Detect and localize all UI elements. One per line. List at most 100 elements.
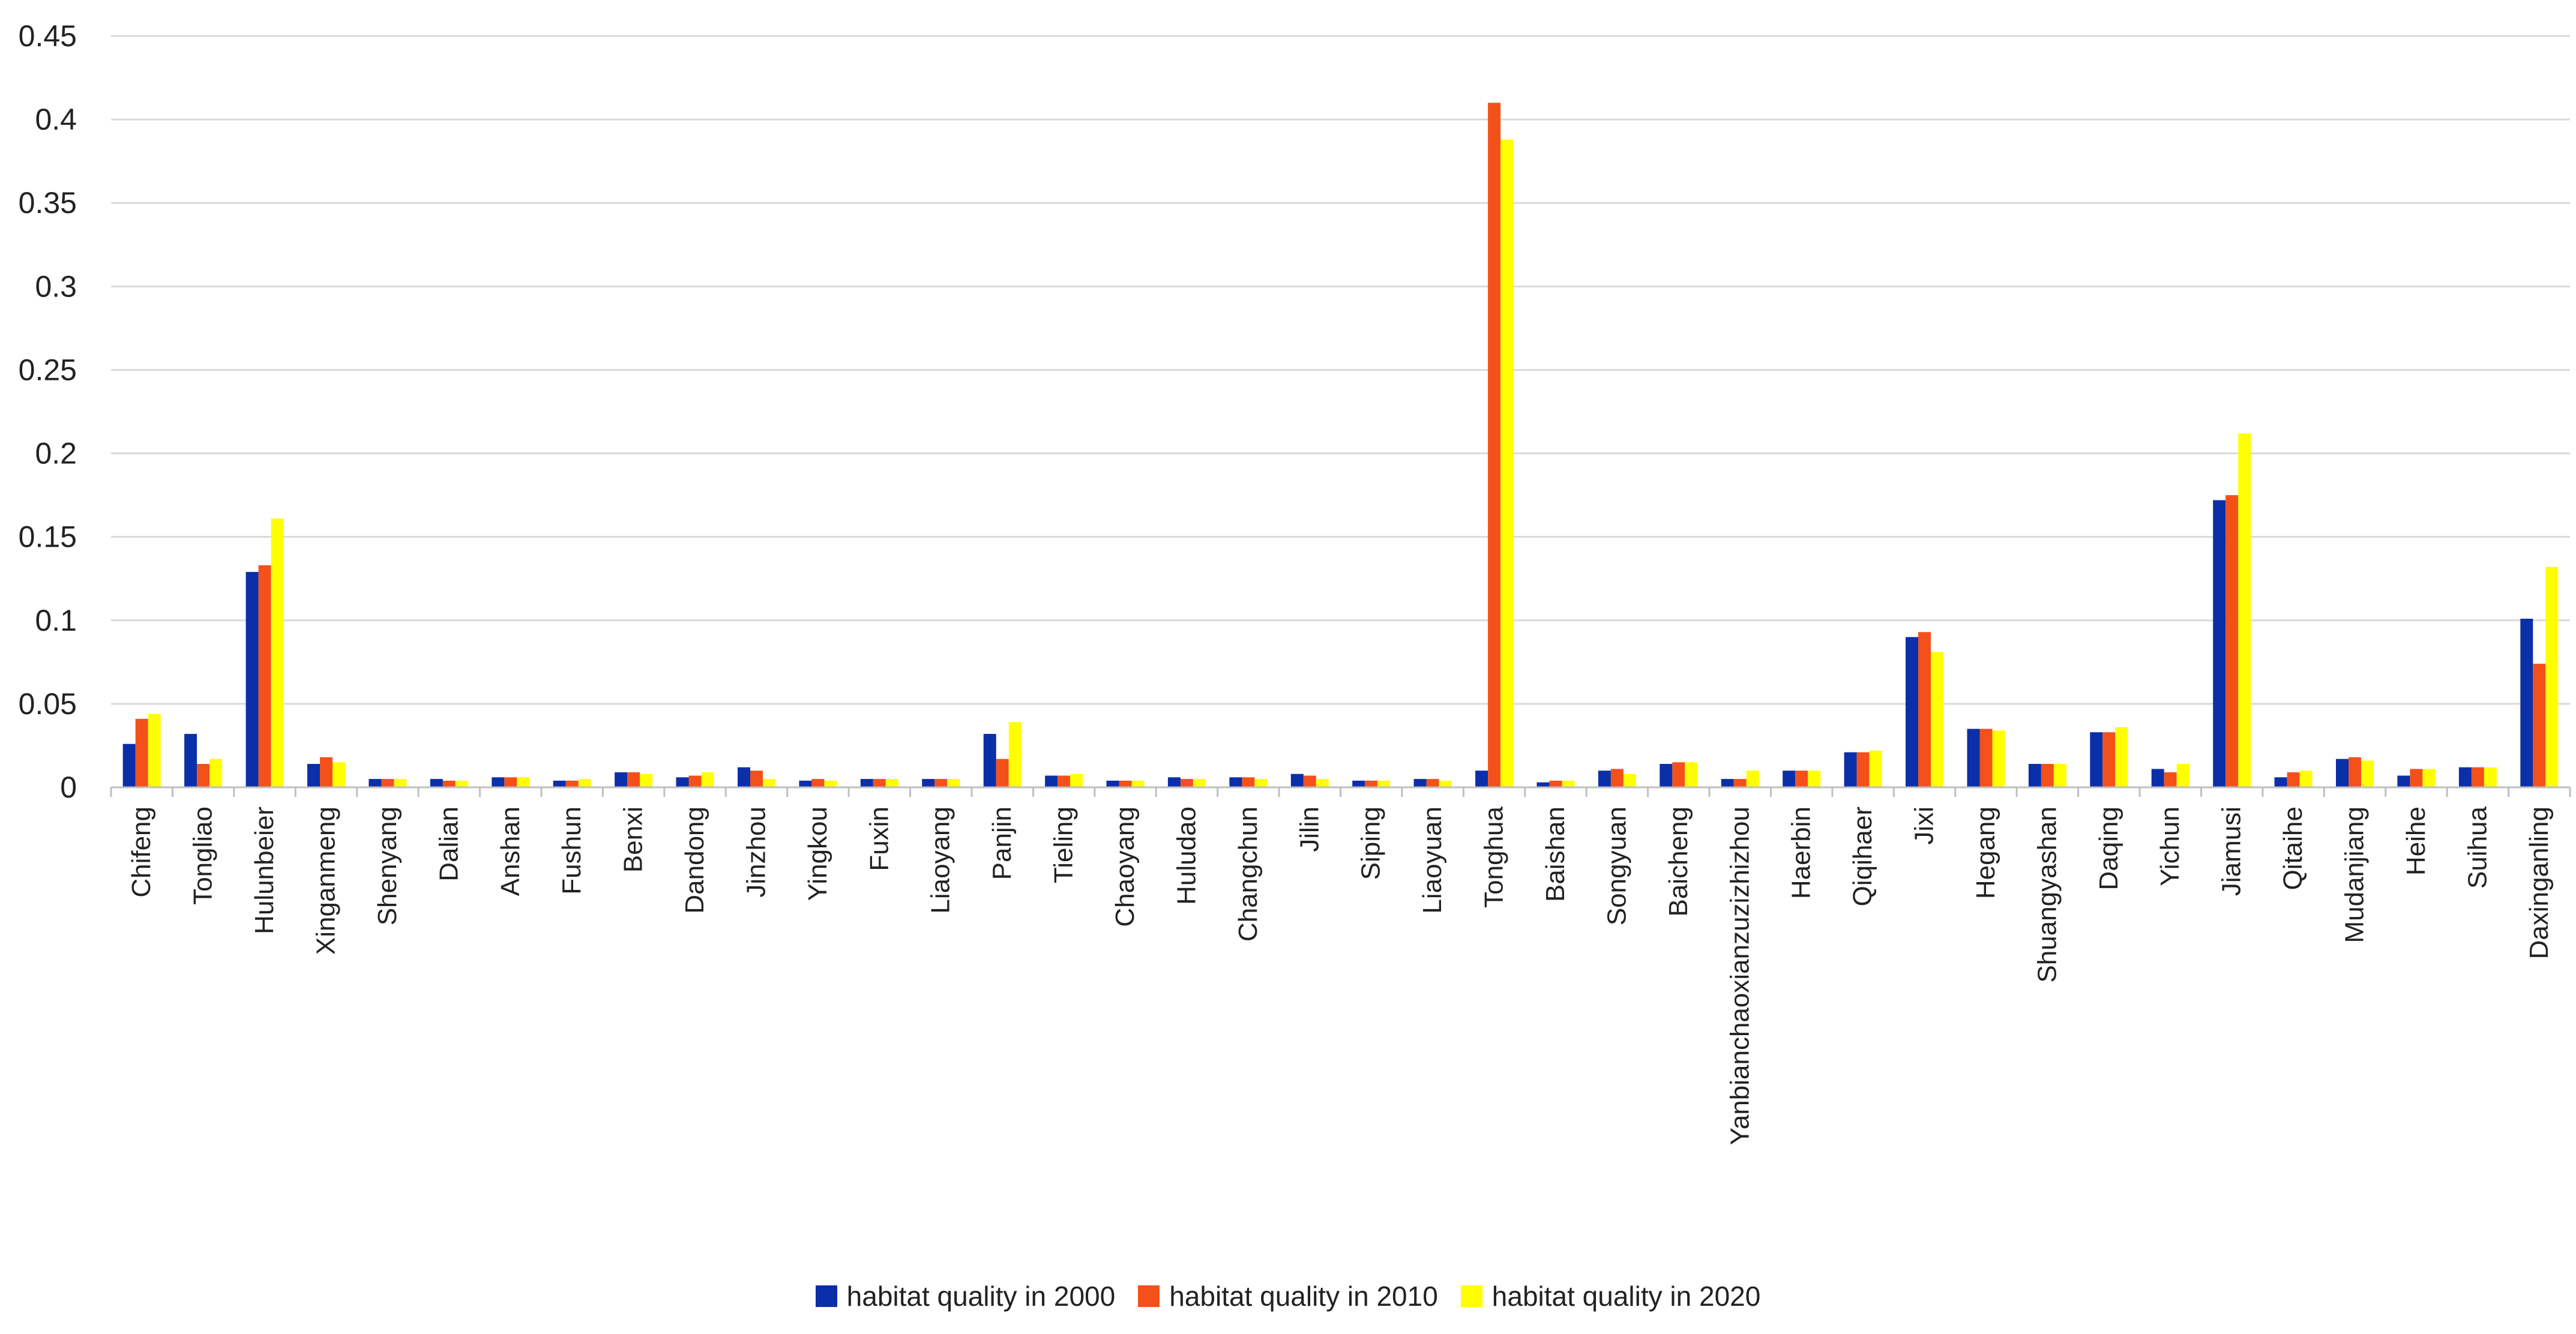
bar-mudanjiang-2000 <box>2336 759 2349 787</box>
bar-mudanjiang-2010 <box>2349 757 2361 787</box>
bar-anshan-2000 <box>492 777 505 787</box>
bar-daqing-2010 <box>2102 732 2116 787</box>
bar-chifeng-2020 <box>148 714 161 787</box>
bar-benxi-2010 <box>627 772 640 787</box>
x-tick-label: Fushun <box>557 807 586 895</box>
bar-tonghua-2000 <box>1475 771 1488 787</box>
bar-daxinganling-2010 <box>2533 664 2546 787</box>
x-tick-label: Hulunbeier <box>250 807 279 934</box>
x-tick-label: Tonghua <box>1479 806 1509 907</box>
x-tick-label: Heihe <box>2401 807 2431 876</box>
bar-huludao-2010 <box>1180 779 1193 787</box>
bar-dandong-2020 <box>701 772 714 787</box>
x-tick-label: Baishan <box>1541 807 1570 902</box>
y-tick-label: 0.15 <box>19 520 77 554</box>
bar-yichun-2000 <box>2151 769 2164 787</box>
bar-chifeng-2000 <box>122 744 136 787</box>
x-tick-label: Panjin <box>987 807 1017 880</box>
bar-shuangyashan-2020 <box>2053 764 2066 787</box>
bar-siping-2000 <box>1352 780 1365 787</box>
bar-tieling-2020 <box>1070 774 1083 787</box>
x-tick-label: Shenyang <box>373 807 402 925</box>
x-tick-label: Qitaihe <box>2278 807 2308 890</box>
bar-jixi-2020 <box>1931 652 1943 787</box>
x-tick-label: Qiqihaer <box>1848 807 1877 906</box>
bar-qiqihaer-2010 <box>1856 752 1870 787</box>
bar-siping-2010 <box>1365 780 1378 787</box>
x-tick-label: Jilin <box>1295 807 1324 852</box>
bar-chaoyang-2000 <box>1106 780 1119 787</box>
bar-qitaihe-2010 <box>2287 772 2300 787</box>
bar-dalian-2010 <box>442 780 456 787</box>
bar-jilin-2010 <box>1303 775 1316 787</box>
bar-yichun-2020 <box>2176 764 2189 787</box>
gridlines <box>111 35 2570 705</box>
x-tick-label: Dalian <box>434 807 463 882</box>
bar-yanbianchaoxianzuzizhizhou-2020 <box>1746 771 1759 787</box>
bar-liaoyuan-2000 <box>1413 779 1427 787</box>
bar-fushun-2000 <box>553 780 566 787</box>
y-tick-label: 0.1 <box>35 604 77 637</box>
bar-fuxin-2010 <box>873 779 886 787</box>
bar-jilin-2000 <box>1290 774 1304 787</box>
bar-yingkou-2020 <box>824 780 837 787</box>
bar-chaoyang-2020 <box>1131 780 1145 787</box>
bar-daxinganling-2000 <box>2520 619 2533 787</box>
bar-anshan-2010 <box>504 777 517 787</box>
bar-tieling-2000 <box>1045 775 1058 787</box>
x-tick-label: Daqing <box>2094 807 2123 890</box>
bar-jinzhou-2010 <box>750 771 763 787</box>
bar-chifeng-2010 <box>135 718 148 787</box>
bar-hulunbeier-2020 <box>271 518 284 787</box>
x-axis-tick-labels: Chifeng Tongliao Hulunbeier Xinganmeng Sheny… <box>127 806 2554 1145</box>
x-tick-label: Suihua <box>2463 806 2492 889</box>
bar-yanbianchaoxianzuzizhizhou-2010 <box>1733 779 1747 787</box>
bar-dalian-2020 <box>455 780 468 787</box>
x-tick-label: Hegang <box>1971 807 2000 899</box>
x-tick-label: Yichun <box>2155 807 2185 886</box>
bar-haerbin-2020 <box>1808 771 1821 787</box>
bar-tongliao-2000 <box>184 734 197 787</box>
x-tick-label: Anshan <box>496 807 525 896</box>
bar-jiamusi-2020 <box>2238 433 2251 787</box>
y-tick-label: 0.45 <box>19 19 77 53</box>
bar-heihe-2020 <box>2422 769 2436 787</box>
x-tick-label: Shuangyashan <box>2032 807 2062 983</box>
legend-swatch <box>815 1285 837 1307</box>
bar-liaoyang-2020 <box>947 779 960 787</box>
bar-baicheng-2020 <box>1685 762 1698 787</box>
bar-mudanjiang-2020 <box>2361 760 2374 787</box>
bar-jiamusi-2010 <box>2225 495 2239 787</box>
x-tick-label: Jiamusi <box>2217 807 2246 896</box>
bar-tieling-2010 <box>1058 775 1071 787</box>
bar-heihe-2010 <box>2410 769 2423 787</box>
bar-baicheng-2000 <box>1660 764 1673 787</box>
bar-changchun-2010 <box>1242 777 1255 787</box>
x-tick-label: Huludao <box>1172 807 1201 905</box>
bar-fuxin-2020 <box>885 779 898 787</box>
bar-yingkou-2010 <box>811 779 825 787</box>
x-tick-label: Siping <box>1356 807 1386 880</box>
bar-suihua-2010 <box>2471 767 2484 787</box>
x-tick-label: Haerbin <box>1787 807 1816 899</box>
x-tick-label: Baicheng <box>1664 807 1693 916</box>
x-tick-label: Daxinganling <box>2524 807 2554 959</box>
legend-label: habitat quality in 2020 <box>1491 1281 1761 1312</box>
y-tick-label: 0.35 <box>19 186 77 220</box>
bar-tonghua-2020 <box>1500 139 1514 787</box>
bar-baishan-2020 <box>1562 780 1575 787</box>
y-tick-label: 0.25 <box>19 353 77 386</box>
legend-swatch <box>1460 1285 1482 1307</box>
bar-suihua-2000 <box>2458 767 2472 787</box>
bar-baishan-2010 <box>1549 780 1562 787</box>
bar-hegang-2010 <box>1979 729 1993 787</box>
legend-item: habitat quality in 2020 <box>1460 1280 1761 1312</box>
y-tick-label: 0.2 <box>35 437 77 470</box>
x-tick-label: Yingkou <box>803 807 832 901</box>
bar-shenyang-2010 <box>381 779 394 787</box>
bar-tonghua-2010 <box>1488 103 1501 787</box>
bar-qiqihaer-2000 <box>1844 752 1857 787</box>
bar-daqing-2020 <box>2115 727 2128 787</box>
bar-jixi-2010 <box>1918 632 1931 787</box>
bar-haerbin-2010 <box>1795 771 1808 787</box>
